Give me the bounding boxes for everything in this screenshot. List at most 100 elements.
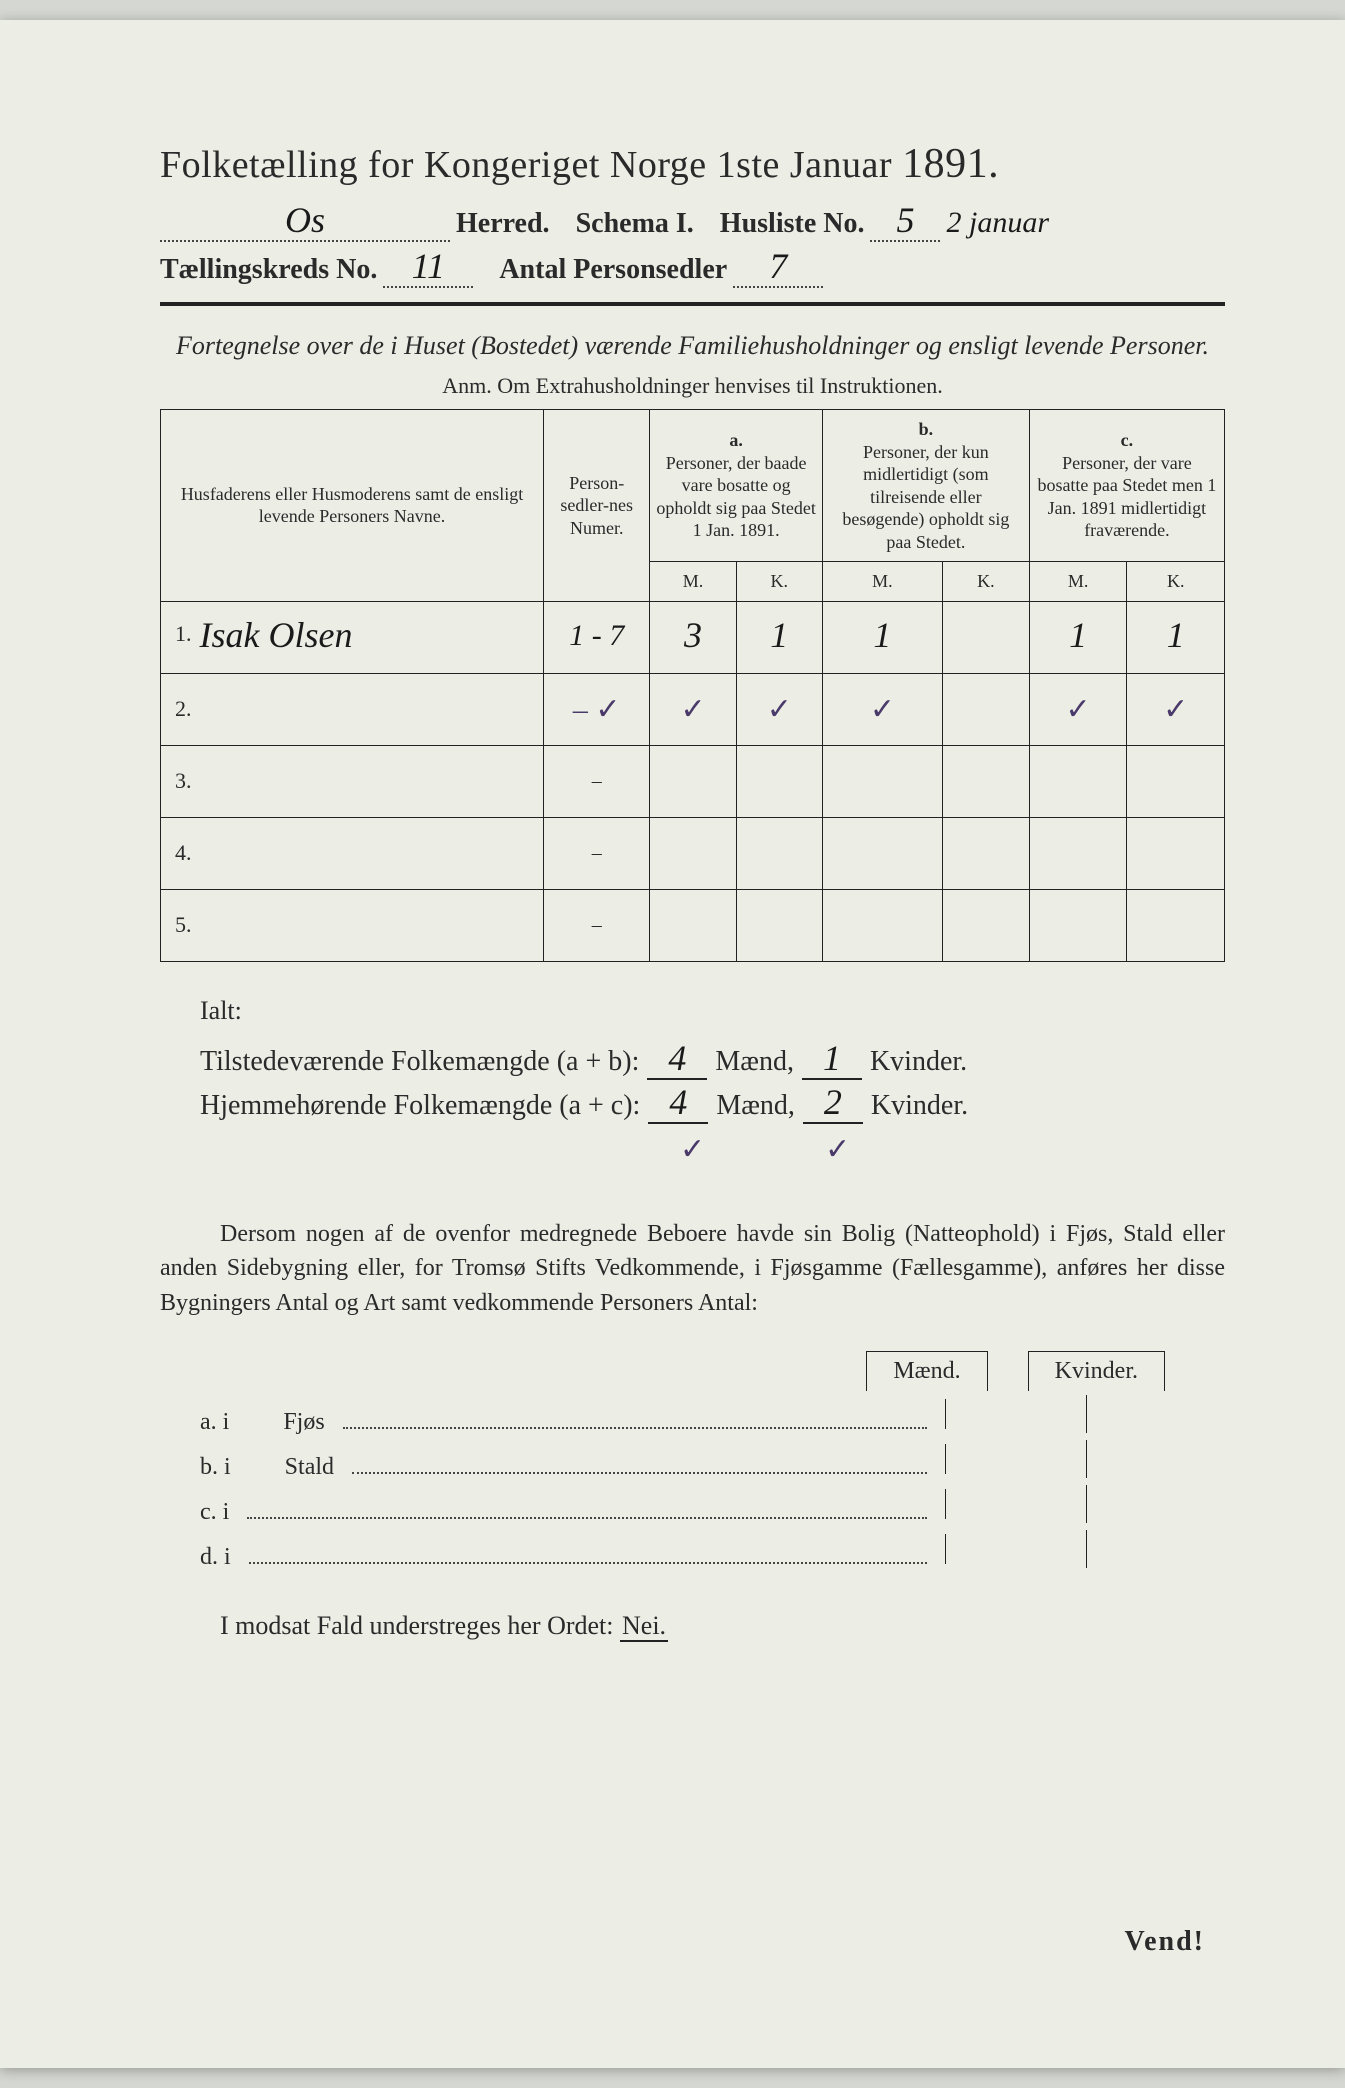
c-m: M. [1029, 562, 1127, 602]
paragraph-text: Dersom nogen af de ovenfor medregnede Be… [160, 1221, 1225, 1317]
tick-icon: ✓ [680, 1132, 705, 1167]
husliste-label: Husliste No. [720, 208, 865, 240]
cell: 1 [1167, 615, 1185, 655]
cell: 1 - 7 [569, 619, 624, 652]
item-prefix: d. i [200, 1544, 231, 1571]
row-num: 3. [175, 768, 192, 794]
mk-header: Mænd. Kvinder. [160, 1351, 1165, 1391]
col-c-top: c. [1121, 430, 1134, 450]
verify-ticks: ✓ ✓ [680, 1132, 1225, 1167]
nei-word: Nei. [620, 1611, 668, 1642]
title-pre: Folketælling for Kongeriget Norge 1ste J… [160, 144, 892, 186]
cell: ✓ [1066, 693, 1091, 726]
kvinder-label: Kvinder. [870, 1046, 967, 1078]
cell: ✓ [1163, 693, 1188, 726]
col-a: a. Personer, der baade vare bosatte og o… [650, 410, 822, 562]
census-table: Husfaderens eller Husmoderens samt de en… [160, 409, 1225, 962]
maend-label: Mænd, [716, 1090, 795, 1122]
item-prefix: c. i [200, 1499, 229, 1526]
divider [160, 302, 1225, 306]
col-name: Husfaderens eller Husmoderens samt de en… [161, 410, 544, 602]
a-m: M. [650, 562, 736, 602]
cell: ‒ [544, 745, 650, 817]
building-paragraph: Dersom nogen af de ovenfor medregnede Be… [160, 1217, 1225, 1321]
kvinder-label: Kvinder. [871, 1090, 968, 1122]
tick-icon: ✓ [825, 1132, 850, 1167]
vend-label: Vend! [1124, 1926, 1205, 1958]
item-label: Fjøs [283, 1409, 324, 1436]
antal-value: 7 [769, 246, 787, 286]
header-line-3: Tællingskreds No. 11 Antal Personsedler … [160, 252, 1225, 288]
subtitle: Fortegnelse over de i Huset (Bostedet) v… [160, 328, 1225, 363]
b-m: M. [822, 562, 942, 602]
c-k: K. [1127, 562, 1225, 602]
item-label: Stald [285, 1454, 334, 1481]
title: Folketælling for Kongeriget Norge 1ste J… [160, 140, 1225, 188]
home-k: 2 [824, 1082, 842, 1122]
row-num: 2. [175, 696, 192, 722]
col-b-text: Personer, der kun midlertidigt (som tilr… [842, 442, 1009, 552]
col-num: Person-sedler-nes Numer. [544, 410, 650, 602]
schema-label: Schema I. [576, 208, 694, 240]
home-total: Hjemmehørende Folkemængde (a + c): 4 Mæn… [200, 1088, 1225, 1124]
present-k: 1 [823, 1038, 841, 1078]
antal-label: Antal Personsedler [499, 254, 727, 286]
cell: 1 [1069, 615, 1087, 655]
b-k: K. [942, 562, 1029, 602]
row-num: 5. [175, 912, 192, 938]
husliste-value: 5 [896, 200, 914, 240]
cell: 1 [770, 615, 788, 655]
cell: ✓ [767, 693, 792, 726]
title-year: 1891. [902, 141, 999, 187]
kreds-field: 11 [383, 252, 473, 288]
present-total: Tilstedeværende Folkemængde (a + b): 4 M… [200, 1044, 1225, 1080]
table-row: 3. ‒ [161, 745, 1225, 817]
building-list: a. i Fjøs b. i Stald c. i d. i [200, 1399, 1225, 1571]
header-line-2: Os Herred. Schema I. Husliste No. 5 2 ja… [160, 206, 1225, 242]
table-row: 4. ‒ [161, 817, 1225, 889]
maend-hdr: Mænd. [866, 1351, 987, 1391]
cell: ‒ ✓ [573, 693, 621, 726]
col-c-text: Personer, der vare bosatte paa Stedet me… [1037, 453, 1216, 541]
census-form-page: Folketælling for Kongeriget Norge 1ste J… [0, 20, 1345, 2068]
antal-field: 7 [733, 252, 823, 288]
husliste-field: 5 [870, 206, 940, 242]
herred-label: Herred. [456, 208, 550, 240]
present-m: 4 [668, 1038, 686, 1078]
herred-field: Os [160, 206, 450, 242]
col-b-top: b. [919, 419, 934, 439]
row-num: 1. [175, 621, 192, 647]
table-row: 5. ‒ [161, 889, 1225, 961]
col-a-top: a. [729, 430, 743, 450]
item-prefix: a. i [200, 1409, 229, 1436]
nei-line: I modsat Fald understreges her Ordet: Ne… [220, 1611, 1225, 1641]
kreds-value: 11 [412, 246, 445, 286]
husliste-note: 2 januar [946, 211, 1049, 235]
row-num: 4. [175, 840, 192, 866]
row-name: Isak Olsen [200, 615, 353, 655]
ialt-label: Ialt: [200, 996, 1225, 1026]
table-row: 2. ‒ ✓ ✓ ✓ ✓ ✓ ✓ [161, 673, 1225, 745]
cell: ‒ [544, 889, 650, 961]
cell: ✓ [680, 693, 705, 726]
cell: 1 [873, 615, 891, 655]
kvinder-hdr: Kvinder. [1028, 1351, 1165, 1391]
present-label: Tilstedeværende Folkemængde (a + b): [200, 1046, 639, 1078]
nei-pre: I modsat Fald understreges her Ordet: [220, 1611, 614, 1640]
cell: 3 [684, 615, 702, 655]
maend-label: Mænd, [715, 1046, 794, 1078]
table-body: 1. Isak Olsen 1 - 7 3 1 1 1 1 2. ‒ ✓ ✓ ✓ … [161, 601, 1225, 961]
list-item: a. i Fjøs [200, 1399, 1225, 1436]
col-c: c. Personer, der vare bosatte paa Stedet… [1029, 410, 1224, 562]
herred-value: Os [285, 200, 325, 240]
a-k: K. [736, 562, 822, 602]
home-label: Hjemmehørende Folkemængde (a + c): [200, 1090, 640, 1122]
list-item: c. i [200, 1489, 1225, 1526]
home-m: 4 [669, 1082, 687, 1122]
kreds-label: Tællingskreds No. [160, 254, 377, 286]
cell: ‒ [544, 817, 650, 889]
item-prefix: b. i [200, 1454, 231, 1481]
list-item: d. i [200, 1534, 1225, 1571]
cell: ✓ [870, 693, 895, 726]
col-b: b. Personer, der kun midlertidigt (som t… [822, 410, 1029, 562]
